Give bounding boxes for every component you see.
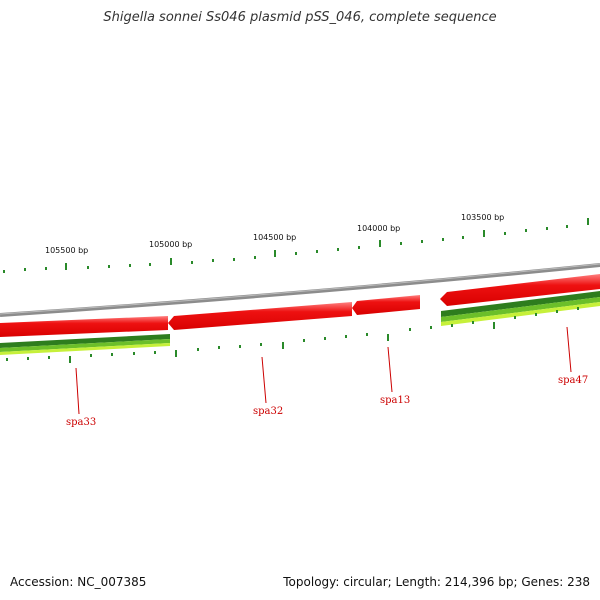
gc-track-right-light xyxy=(441,302,600,326)
accession-label: Accession: NC_007385 xyxy=(10,575,147,589)
bp-label-104000: 104000 bp xyxy=(357,224,400,233)
gc-track-left-mid xyxy=(0,339,170,352)
bp-label-103500: 103500 bp xyxy=(461,213,504,222)
inner-ruler-ticks xyxy=(6,307,579,363)
gene-label-spa47[interactable]: spa47 xyxy=(558,375,588,386)
gene-label-spa32[interactable]: spa32 xyxy=(253,406,283,417)
length-stat: Length: 214,396 bp xyxy=(395,575,514,589)
gene-label-spa33[interactable]: spa33 xyxy=(66,417,96,428)
gene-arrow-spa32[interactable] xyxy=(168,302,352,330)
backbone-arc xyxy=(0,263,600,317)
map-title: Shigella sonnei Ss046 plasmid pSS_046, c… xyxy=(103,10,497,25)
topology-stat: Topology: circular xyxy=(283,575,388,589)
gc-track-right-dark xyxy=(441,291,600,317)
gene-arrow-spa13[interactable] xyxy=(352,295,420,315)
gene-arrow-spa33[interactable] xyxy=(0,316,168,337)
gc-track-right-mid xyxy=(441,297,600,322)
outer-ruler-ticks xyxy=(3,218,589,273)
gene-count-stat: Genes: 238 xyxy=(521,575,590,589)
gene-label-leaders xyxy=(75,326,572,415)
backbone-highlight xyxy=(0,263,600,315)
bp-label-105500: 105500 bp xyxy=(45,246,88,255)
bp-label-104500: 104500 bp xyxy=(253,233,296,242)
gene-label-spa13[interactable]: spa13 xyxy=(380,395,410,406)
map-stats: Topology: circular; Length: 214,396 bp; … xyxy=(283,575,590,589)
bp-label-105000: 105000 bp xyxy=(149,240,192,249)
gene-arrow-spa47[interactable] xyxy=(440,274,600,306)
gc-track-left-dark xyxy=(0,334,170,348)
gc-track-left-light xyxy=(0,343,170,355)
